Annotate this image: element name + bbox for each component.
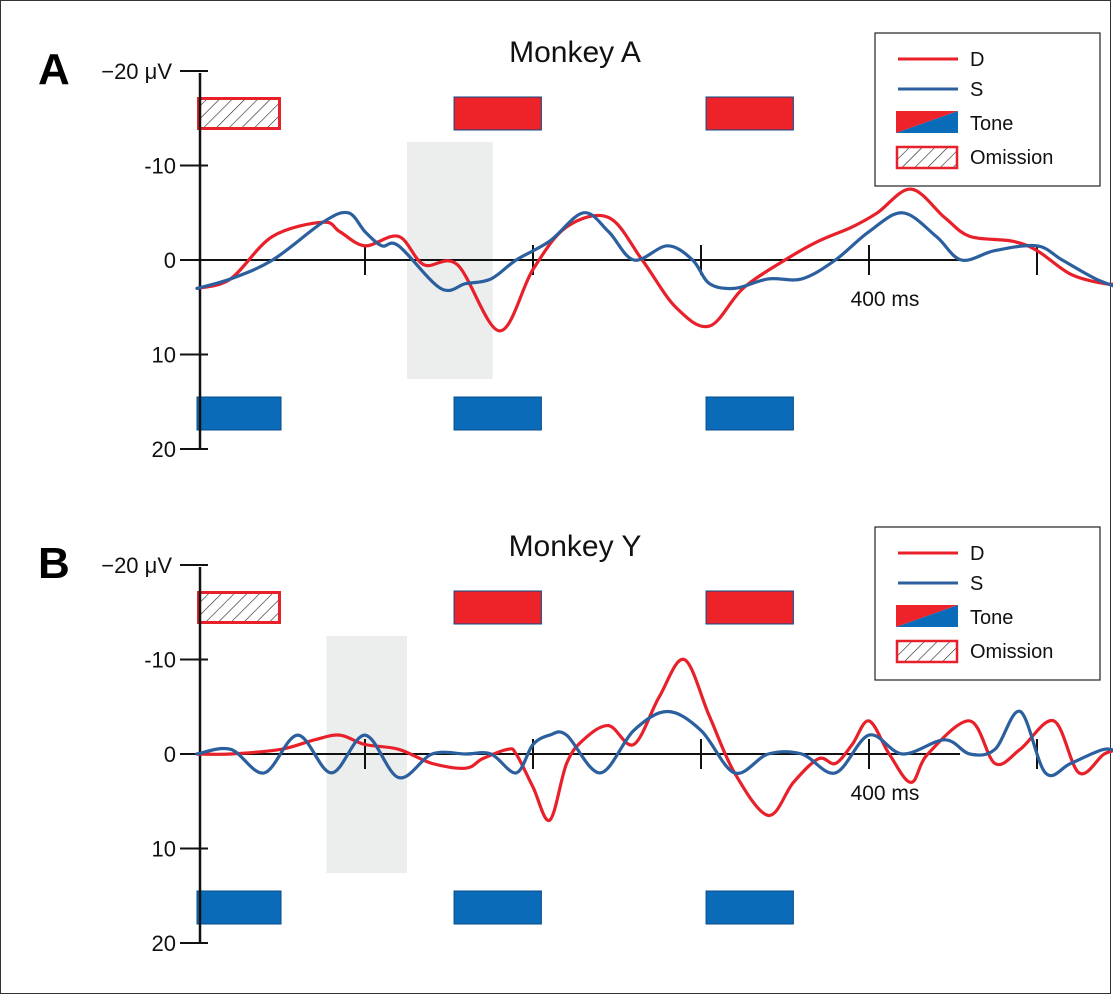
stimulus-s-1-tone xyxy=(453,396,542,431)
y-tick-label: -10 xyxy=(144,648,176,673)
y-tick-label-top: −20 μV xyxy=(101,59,172,84)
legend-label-omission: Omission xyxy=(970,641,1053,663)
legend-label-omission: Omission xyxy=(970,147,1053,169)
stimulus-d-1-tone xyxy=(453,96,542,131)
stimulus-d-2-tone xyxy=(705,96,794,131)
series-line-s xyxy=(195,709,1113,780)
stimulus-d-0-omission xyxy=(197,591,281,624)
legend-swatch-tone-blue xyxy=(896,111,958,133)
legend-swatch-omission xyxy=(895,145,959,170)
legend-label-s: S xyxy=(970,573,983,595)
legend-swatch-omission xyxy=(895,639,959,664)
stimulus-d-1-tone xyxy=(453,590,542,625)
panel-letter: A xyxy=(38,45,70,94)
chart-panel-b: −20 μV -10 0 10 20 400 ms B Monkey Y DS Tone Omiss… xyxy=(38,526,1113,956)
legend-label-d: D xyxy=(970,49,984,71)
stimulus-s-0-tone xyxy=(196,890,282,925)
panel-title: Monkey A xyxy=(509,36,641,69)
y-tick-label: 0 xyxy=(164,742,176,767)
y-tick-label: -10 xyxy=(144,154,176,179)
stimulus-s-2-tone xyxy=(705,396,794,431)
legend-label-tone: Tone xyxy=(970,113,1013,135)
series-line-s xyxy=(195,210,1113,293)
y-tick-label: 20 xyxy=(152,437,176,462)
stimulus-s-2-tone xyxy=(705,890,794,925)
legend-label-d: D xyxy=(970,543,984,565)
stimulus-s-1-tone xyxy=(453,890,542,925)
stimulus-d-2-tone xyxy=(705,590,794,625)
y-tick-label: 10 xyxy=(152,343,176,368)
y-tick-label: 10 xyxy=(152,837,176,862)
y-tick-label: 20 xyxy=(152,931,176,956)
panel-title: Monkey Y xyxy=(509,530,642,563)
series-line-d xyxy=(195,187,1113,333)
x-axis-label: 400 ms xyxy=(851,288,920,311)
stimulus-s-0-tone xyxy=(196,396,282,431)
x-axis-label: 400 ms xyxy=(851,782,920,805)
legend-label-tone: Tone xyxy=(970,607,1013,629)
y-tick-label-top: −20 μV xyxy=(101,553,172,578)
y-tick-label: 0 xyxy=(164,248,176,273)
legend-swatch-tone-blue xyxy=(896,605,958,627)
stimulus-d-0-omission xyxy=(197,97,281,130)
panel-letter: B xyxy=(38,539,70,588)
chart-panel-a: −20 μV -10 0 10 20 400 ms A Monkey A DS Tone Omiss… xyxy=(38,32,1113,462)
series-line-d xyxy=(195,657,1113,822)
legend-label-s: S xyxy=(970,79,983,101)
